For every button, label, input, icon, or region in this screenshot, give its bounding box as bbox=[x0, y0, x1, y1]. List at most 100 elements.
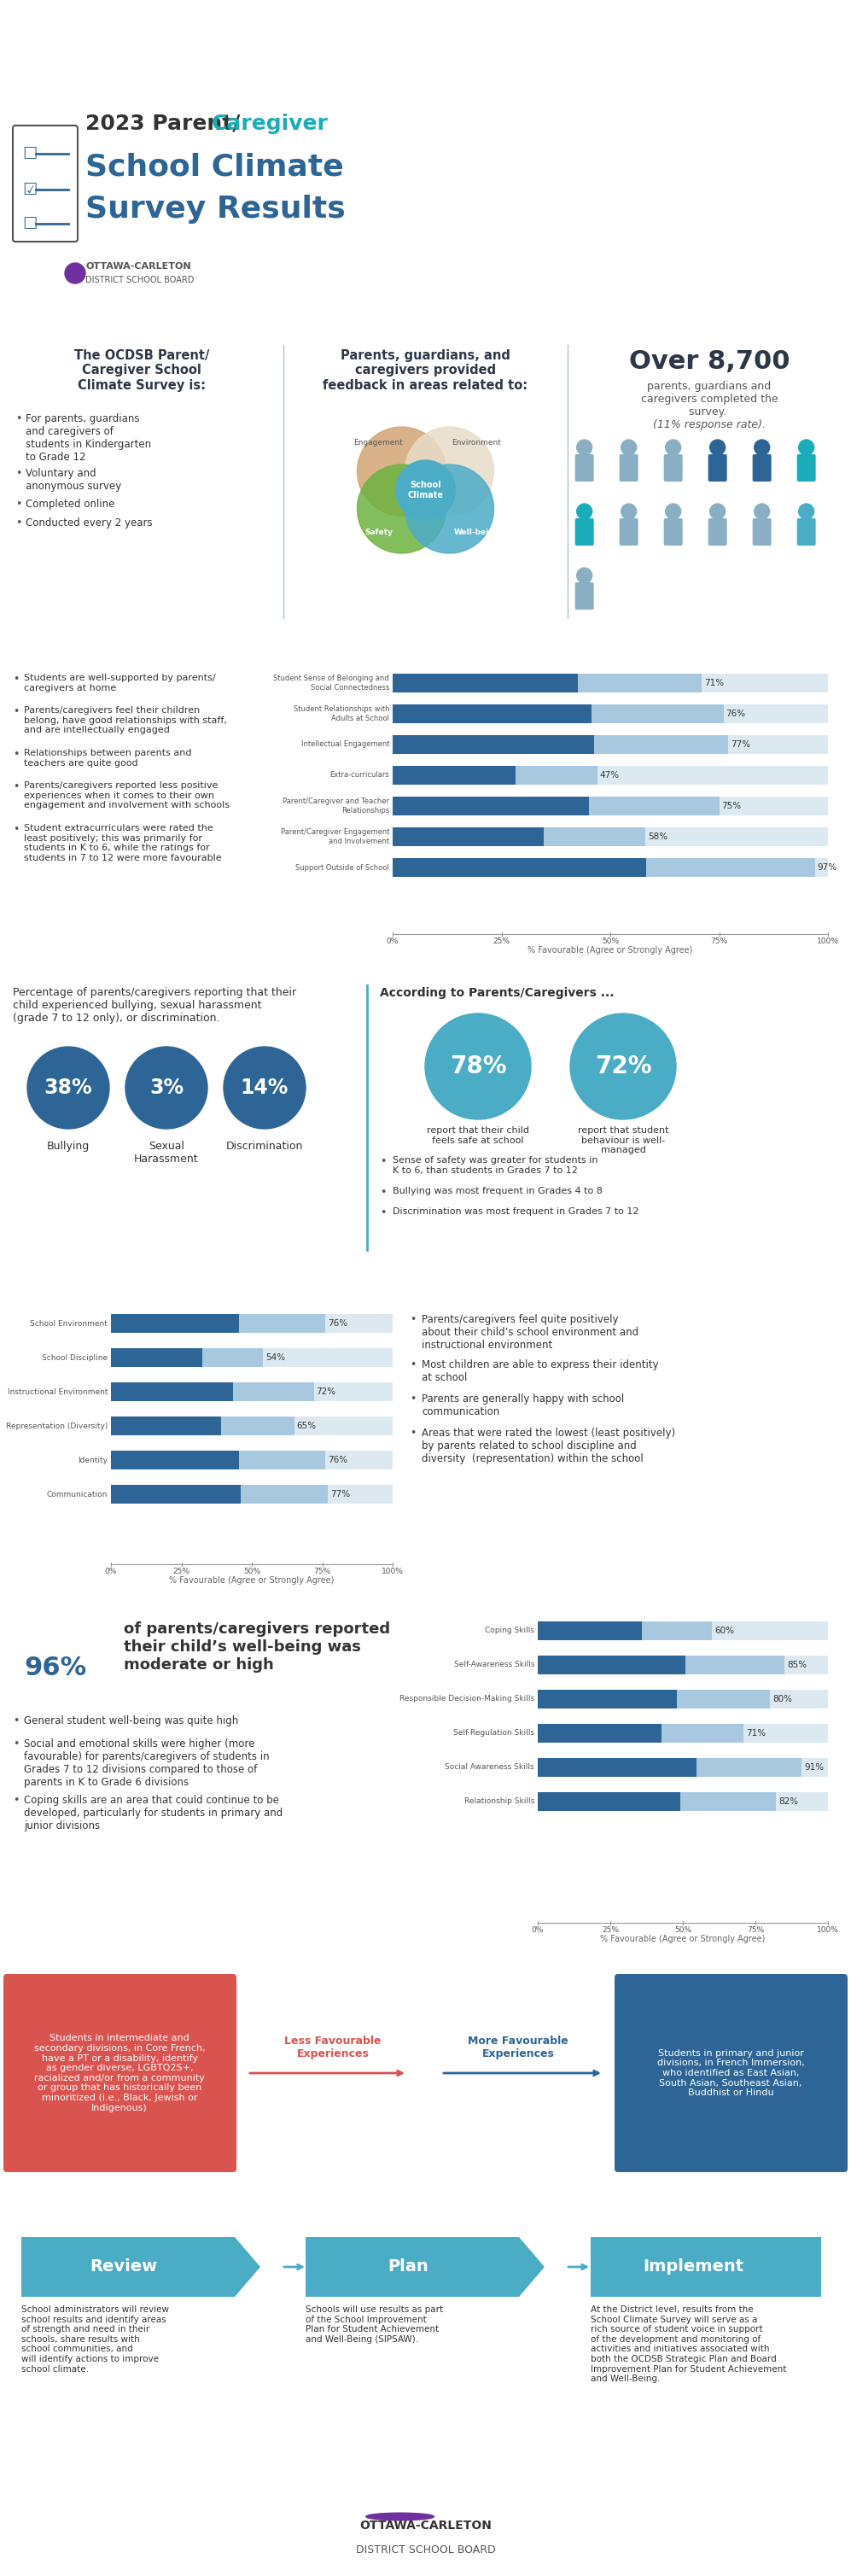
Text: Communication: Communication bbox=[47, 1492, 107, 1499]
Text: •: • bbox=[13, 1795, 19, 1806]
Text: 0%: 0% bbox=[105, 1569, 117, 1577]
Text: 100%: 100% bbox=[817, 938, 839, 945]
Bar bbox=[111, 1450, 239, 1468]
Circle shape bbox=[754, 440, 769, 456]
Text: Student extracurriculars were rated the
least positively; this was primarily for: Student extracurriculars were rated the … bbox=[24, 824, 221, 863]
Text: •: • bbox=[13, 750, 19, 760]
Text: School
Climate: School Climate bbox=[408, 482, 443, 500]
Circle shape bbox=[405, 428, 494, 515]
Bar bbox=[538, 1757, 696, 1777]
Bar bbox=[392, 858, 646, 876]
Text: Safety: Safety bbox=[364, 528, 392, 536]
Polygon shape bbox=[306, 2236, 545, 2298]
Text: 75%: 75% bbox=[314, 1569, 331, 1577]
Text: •: • bbox=[409, 1394, 416, 1404]
Text: Coping skills are an area that could continue to be
developed, particularly for : Coping skills are an area that could con… bbox=[24, 1795, 283, 1832]
FancyBboxPatch shape bbox=[664, 518, 683, 546]
Circle shape bbox=[224, 1046, 306, 1128]
Text: Coping Skills: Coping Skills bbox=[485, 1628, 534, 1636]
Bar bbox=[538, 1690, 828, 1708]
Text: 78%: 78% bbox=[449, 1054, 506, 1079]
Text: Parents/caregivers reported less positive
experiences when it comes to their own: Parents/caregivers reported less positiv… bbox=[24, 781, 230, 809]
Text: School Discipline: School Discipline bbox=[42, 1355, 107, 1363]
Text: Student Sense of Belonging and
Social Connectedness: Student Sense of Belonging and Social Co… bbox=[273, 675, 389, 690]
Text: Parents/caregivers feel quite positively
about their child’s school environment : Parents/caregivers feel quite positively… bbox=[421, 1314, 638, 1350]
Text: •: • bbox=[13, 675, 19, 685]
Text: 25%: 25% bbox=[493, 938, 510, 945]
Text: 2023 Parent/: 2023 Parent/ bbox=[85, 113, 240, 134]
Text: Parent/Caregiver Engagement
and Involvement: Parent/Caregiver Engagement and Involvem… bbox=[280, 829, 389, 845]
Text: School Climate: School Climate bbox=[85, 152, 344, 180]
Circle shape bbox=[665, 505, 681, 520]
Bar bbox=[392, 703, 591, 724]
Text: Social Awareness Skills: Social Awareness Skills bbox=[445, 1765, 534, 1772]
Bar bbox=[111, 1314, 239, 1332]
Text: OTTAWA-CARLETON: OTTAWA-CARLETON bbox=[85, 263, 191, 270]
Bar bbox=[111, 1347, 392, 1368]
Circle shape bbox=[405, 464, 494, 554]
Text: Students are well-supported by parents/
caregivers at home: Students are well-supported by parents/ … bbox=[24, 675, 215, 693]
Bar bbox=[392, 675, 828, 693]
Bar bbox=[538, 1757, 828, 1777]
Text: ☑: ☑ bbox=[22, 180, 37, 198]
Text: More Favourable
Experiences: More Favourable Experiences bbox=[468, 2035, 568, 2058]
Text: School Climate Survey conducted between March 1st and 24th, 2023.: School Climate Survey conducted between … bbox=[111, 41, 740, 59]
Text: 97%: 97% bbox=[818, 863, 837, 871]
Text: 91%: 91% bbox=[804, 1762, 824, 1772]
Bar bbox=[392, 703, 723, 724]
Text: Student Relationships with
Adults at School: Student Relationships with Adults at Sch… bbox=[294, 706, 389, 721]
Bar bbox=[538, 1620, 643, 1641]
Text: Completed online: Completed online bbox=[26, 500, 115, 510]
Circle shape bbox=[425, 1012, 531, 1121]
Bar bbox=[111, 1383, 392, 1401]
FancyBboxPatch shape bbox=[575, 453, 594, 482]
Text: report that student
behaviour is well-
managed: report that student behaviour is well- m… bbox=[578, 1126, 669, 1154]
Text: School administrators will review
school results and identify areas
of strength : School administrators will review school… bbox=[21, 2306, 169, 2372]
Text: Support Outside of School: Support Outside of School bbox=[295, 863, 389, 871]
FancyBboxPatch shape bbox=[664, 453, 683, 482]
Bar bbox=[392, 675, 578, 693]
Text: 82%: 82% bbox=[779, 1798, 798, 1806]
Text: The following are highlights from the Parent/Caregiver: The following are highlights from the Pa… bbox=[177, 18, 674, 33]
Text: Parents, guardians, and
caregivers provided
feedback in areas related to:: Parents, guardians, and caregivers provi… bbox=[323, 350, 528, 392]
Bar bbox=[111, 1484, 241, 1504]
Text: 3%: 3% bbox=[149, 1077, 184, 1097]
Text: % Favourable (Agree or Strongly Agree): % Favourable (Agree or Strongly Agree) bbox=[169, 1577, 334, 1584]
Text: Current Initiatives and Next Steps: Current Initiatives and Next Steps bbox=[254, 2184, 597, 2202]
FancyBboxPatch shape bbox=[752, 453, 771, 482]
Text: 77%: 77% bbox=[730, 739, 750, 750]
Text: •: • bbox=[409, 1427, 416, 1440]
FancyBboxPatch shape bbox=[797, 453, 816, 482]
Text: % Favourable (Agree or Strongly Agree): % Favourable (Agree or Strongly Agree) bbox=[600, 1935, 765, 1942]
Text: Well-being: Well-being bbox=[454, 528, 500, 536]
Text: 76%: 76% bbox=[328, 1319, 347, 1327]
Bar bbox=[538, 1793, 828, 1811]
Text: School Environment: School Environment bbox=[30, 1319, 107, 1327]
Text: 25%: 25% bbox=[173, 1569, 190, 1577]
Text: 54%: 54% bbox=[266, 1352, 285, 1363]
Text: Learn more about the School Climate Surveys on the OCDSB’s website.: Learn more about the School Climate Surv… bbox=[235, 72, 616, 82]
Text: Bullying: Bullying bbox=[47, 1141, 89, 1151]
Text: Equity: Differences in Experiences for Students and Parents/Caregivers: Equity: Differences in Experiences for S… bbox=[117, 1945, 734, 1960]
Bar bbox=[111, 1383, 232, 1401]
Text: % Favourable (Agree or Strongly Agree): % Favourable (Agree or Strongly Agree) bbox=[528, 945, 693, 956]
Bar bbox=[392, 827, 544, 845]
Text: •: • bbox=[13, 824, 19, 835]
Text: •: • bbox=[15, 469, 21, 479]
Text: 85%: 85% bbox=[787, 1662, 807, 1669]
FancyBboxPatch shape bbox=[3, 1973, 237, 2172]
FancyBboxPatch shape bbox=[797, 518, 816, 546]
Text: Environment: Environment bbox=[353, 1275, 498, 1293]
Bar bbox=[538, 1723, 661, 1741]
Bar bbox=[111, 1314, 325, 1332]
Text: Students in intermediate and
secondary divisions, in Core French,
have a PT or a: Students in intermediate and secondary d… bbox=[34, 2035, 205, 2112]
Text: 100%: 100% bbox=[381, 1569, 403, 1577]
Text: Sexual
Harassment: Sexual Harassment bbox=[134, 1141, 199, 1164]
Bar bbox=[538, 1793, 681, 1811]
Bar bbox=[538, 1690, 677, 1708]
Text: •: • bbox=[409, 1314, 416, 1324]
Text: 77%: 77% bbox=[330, 1489, 350, 1499]
Bar bbox=[392, 765, 597, 786]
Text: parents, guardians and
caregivers completed the
survey.: parents, guardians and caregivers comple… bbox=[641, 381, 778, 417]
Circle shape bbox=[570, 1012, 676, 1121]
